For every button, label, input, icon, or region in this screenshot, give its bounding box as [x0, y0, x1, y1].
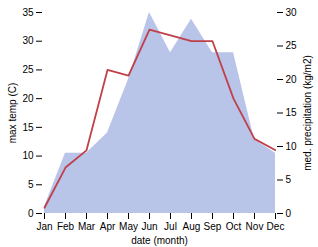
- svg-text:25: 25: [286, 40, 298, 51]
- svg-text:max temp (C): max temp (C): [7, 83, 18, 144]
- svg-text:Aug: Aug: [183, 221, 201, 232]
- svg-text:15: 15: [286, 107, 298, 118]
- svg-text:Jan: Jan: [36, 221, 52, 232]
- svg-text:med. precipitation (kg/m2): med. precipitation (kg/m2): [302, 55, 313, 171]
- svg-text:25: 25: [22, 64, 34, 75]
- svg-text:May: May: [119, 221, 138, 232]
- svg-text:Mar: Mar: [78, 221, 96, 232]
- svg-text:5: 5: [28, 179, 34, 190]
- svg-text:Feb: Feb: [57, 221, 75, 232]
- svg-text:Sep: Sep: [204, 221, 222, 232]
- svg-text:15: 15: [22, 122, 34, 133]
- svg-text:Nov: Nov: [246, 221, 264, 232]
- svg-text:20: 20: [22, 93, 34, 104]
- svg-text:Jun: Jun: [141, 221, 157, 232]
- svg-text:10: 10: [22, 150, 34, 161]
- svg-text:Jul: Jul: [164, 221, 177, 232]
- svg-text:date (month): date (month): [131, 235, 188, 246]
- svg-text:20: 20: [286, 74, 298, 85]
- svg-text:0: 0: [28, 208, 34, 219]
- svg-text:0: 0: [286, 208, 292, 219]
- svg-text:10: 10: [286, 141, 298, 152]
- svg-text:5: 5: [286, 174, 292, 185]
- svg-text:Apr: Apr: [100, 221, 116, 232]
- svg-text:Oct: Oct: [226, 221, 242, 232]
- svg-text:30: 30: [22, 35, 34, 46]
- svg-text:30: 30: [286, 7, 298, 18]
- svg-text:Dec: Dec: [267, 221, 285, 232]
- svg-text:35: 35: [22, 7, 34, 18]
